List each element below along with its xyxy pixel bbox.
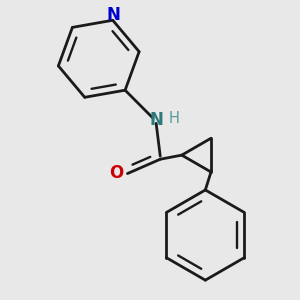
Text: O: O <box>109 164 123 181</box>
Text: N: N <box>107 6 121 24</box>
Text: N: N <box>149 111 163 129</box>
Text: H: H <box>168 111 179 126</box>
